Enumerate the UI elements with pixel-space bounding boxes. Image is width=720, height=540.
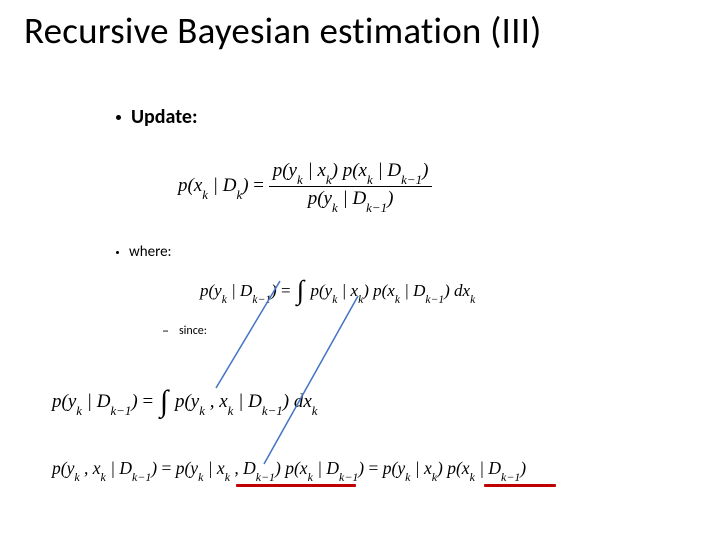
slide-title: Recursive Bayesian estimation (III) — [24, 8, 696, 53]
eq1-numerator: p(yk | xk) p(xk | Dk−1) — [269, 160, 433, 187]
underline-2 — [484, 484, 556, 487]
equation-update: p(xk | Dk) = p(yk | xk) p(xk | Dk−1)p(yk… — [178, 160, 432, 213]
eq1-fraction: p(yk | xk) p(xk | Dk−1)p(yk | Dk−1) — [269, 160, 433, 213]
eq1-lhs: p(xk | Dk) = — [178, 175, 269, 196]
bullet-dot-icon — [116, 115, 121, 120]
eq1-denominator: p(yk | Dk−1) — [269, 187, 433, 213]
equation-joint-factor: p(yk , xk | Dk−1) = p(yk | xk , Dk−1) p(… — [52, 458, 526, 483]
underline-1 — [236, 484, 356, 487]
equation-normalizer: p(yk | Dk−1) = ∫ p(yk | xk) p(xk | Dk−1)… — [200, 272, 475, 303]
slide: Recursive Bayesian estimation (III) Upda… — [0, 0, 720, 540]
equation-marginal: p(yk | Dk−1) = ∫ p(yk , xk | Dk−1) dxk — [52, 380, 318, 416]
bullet-dot-icon — [116, 251, 119, 254]
bullet-update-label: Update: — [131, 105, 197, 129]
dash-icon: – — [162, 324, 169, 338]
bullet-where-label: where: — [129, 243, 172, 261]
bullet-since: – since: — [162, 324, 207, 338]
bullet-since-label: since: — [179, 324, 207, 338]
bullet-where: where: — [116, 243, 172, 261]
bullet-update: Update: — [116, 105, 197, 129]
